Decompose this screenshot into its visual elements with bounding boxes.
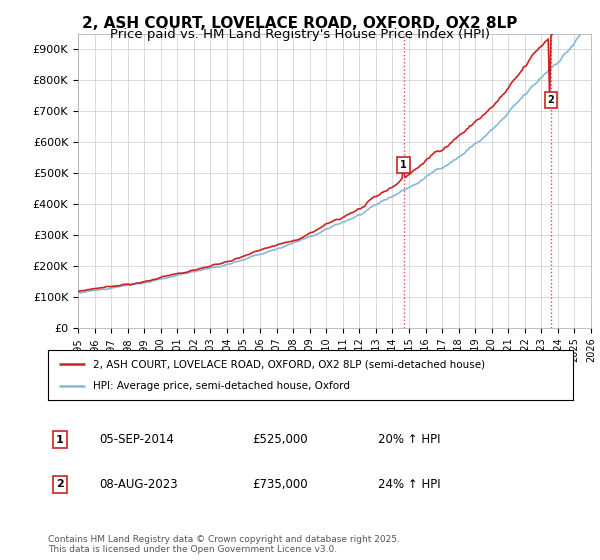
Text: 1: 1 [56, 435, 64, 445]
Text: £525,000: £525,000 [252, 433, 308, 446]
Text: 08-AUG-2023: 08-AUG-2023 [99, 478, 178, 491]
Text: 05-SEP-2014: 05-SEP-2014 [99, 433, 174, 446]
Text: 20% ↑ HPI: 20% ↑ HPI [378, 433, 440, 446]
Text: Contains HM Land Registry data © Crown copyright and database right 2025.
This d: Contains HM Land Registry data © Crown c… [48, 535, 400, 554]
Text: 24% ↑ HPI: 24% ↑ HPI [378, 478, 440, 491]
Text: HPI: Average price, semi-detached house, Oxford: HPI: Average price, semi-detached house,… [92, 381, 350, 391]
Text: 2: 2 [56, 479, 64, 489]
Text: 2, ASH COURT, LOVELACE ROAD, OXFORD, OX2 8LP (semi-detached house): 2, ASH COURT, LOVELACE ROAD, OXFORD, OX2… [92, 359, 485, 369]
Text: 1: 1 [400, 160, 407, 170]
Text: £735,000: £735,000 [252, 478, 308, 491]
Text: 2: 2 [548, 95, 554, 105]
Text: 2, ASH COURT, LOVELACE ROAD, OXFORD, OX2 8LP: 2, ASH COURT, LOVELACE ROAD, OXFORD, OX2… [82, 16, 518, 31]
Text: Price paid vs. HM Land Registry's House Price Index (HPI): Price paid vs. HM Land Registry's House … [110, 28, 490, 41]
